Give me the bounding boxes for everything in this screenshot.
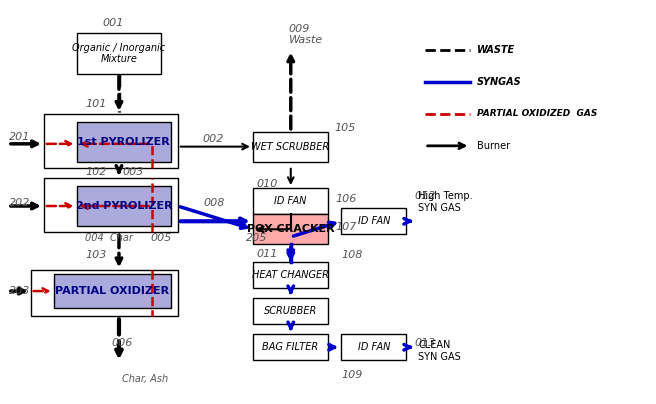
FancyBboxPatch shape	[253, 262, 328, 288]
Text: 203: 203	[9, 286, 31, 296]
FancyBboxPatch shape	[54, 274, 171, 308]
Text: 205: 205	[247, 233, 268, 243]
Text: Burner: Burner	[477, 141, 510, 151]
Text: BAG FILTER: BAG FILTER	[262, 343, 319, 352]
Text: 006: 006	[111, 338, 133, 348]
Text: 008: 008	[204, 198, 225, 208]
Text: 004  Char: 004 Char	[85, 233, 133, 243]
Text: 106: 106	[336, 194, 358, 204]
Text: 201: 201	[9, 132, 31, 141]
Text: 2nd PYROLIZER: 2nd PYROLIZER	[75, 201, 172, 211]
Text: Organic / Inorganic
Mixture: Organic / Inorganic Mixture	[72, 43, 165, 64]
Text: WET SCRUBBER: WET SCRUBBER	[251, 142, 329, 152]
FancyBboxPatch shape	[77, 122, 171, 162]
FancyBboxPatch shape	[341, 335, 406, 360]
Text: 102: 102	[85, 167, 106, 177]
Text: ID FAN: ID FAN	[358, 216, 390, 226]
Text: POX CRACKER: POX CRACKER	[247, 224, 335, 234]
Text: 1st PYROLIZER: 1st PYROLIZER	[77, 137, 171, 147]
Text: 003: 003	[122, 167, 144, 177]
Text: Char, Ash: Char, Ash	[122, 374, 169, 383]
Text: 009: 009	[289, 25, 310, 34]
FancyBboxPatch shape	[253, 188, 328, 214]
Text: SCRUBBER: SCRUBBER	[264, 306, 317, 316]
FancyBboxPatch shape	[77, 186, 171, 226]
FancyBboxPatch shape	[31, 270, 178, 316]
Text: WASTE: WASTE	[477, 44, 515, 55]
Text: 012: 012	[415, 191, 436, 201]
Text: ID FAN: ID FAN	[274, 196, 306, 206]
Text: 103: 103	[85, 250, 106, 260]
Text: 013: 013	[415, 338, 436, 348]
FancyBboxPatch shape	[253, 335, 328, 360]
Text: 002: 002	[203, 134, 224, 143]
FancyBboxPatch shape	[253, 214, 328, 244]
Text: 011: 011	[256, 249, 277, 259]
Text: 005: 005	[150, 233, 172, 243]
Text: Waste: Waste	[289, 34, 323, 44]
FancyBboxPatch shape	[253, 298, 328, 324]
FancyBboxPatch shape	[341, 208, 406, 234]
FancyBboxPatch shape	[44, 178, 178, 232]
Text: High Temp.
SYN GAS: High Temp. SYN GAS	[418, 191, 473, 213]
Text: 101: 101	[85, 99, 106, 109]
Text: 109: 109	[341, 370, 362, 380]
Text: 107: 107	[336, 222, 358, 232]
Text: HEAT CHANGER: HEAT CHANGER	[252, 270, 329, 280]
Text: SYNGAS: SYNGAS	[477, 77, 522, 86]
Text: 010: 010	[256, 179, 277, 189]
FancyBboxPatch shape	[77, 34, 161, 74]
Text: 202: 202	[9, 198, 31, 208]
Text: 105: 105	[335, 123, 356, 133]
Text: ID FAN: ID FAN	[358, 343, 390, 352]
Text: PARTIAL OXIDIZER: PARTIAL OXIDIZER	[55, 286, 169, 296]
Text: 108: 108	[341, 250, 362, 260]
FancyBboxPatch shape	[44, 114, 178, 168]
Text: 001: 001	[102, 19, 124, 28]
Text: PARTIAL OXIDIZED  GAS: PARTIAL OXIDIZED GAS	[477, 109, 598, 118]
FancyBboxPatch shape	[253, 132, 328, 162]
Text: CLEAN
SYN GAS: CLEAN SYN GAS	[418, 341, 461, 362]
